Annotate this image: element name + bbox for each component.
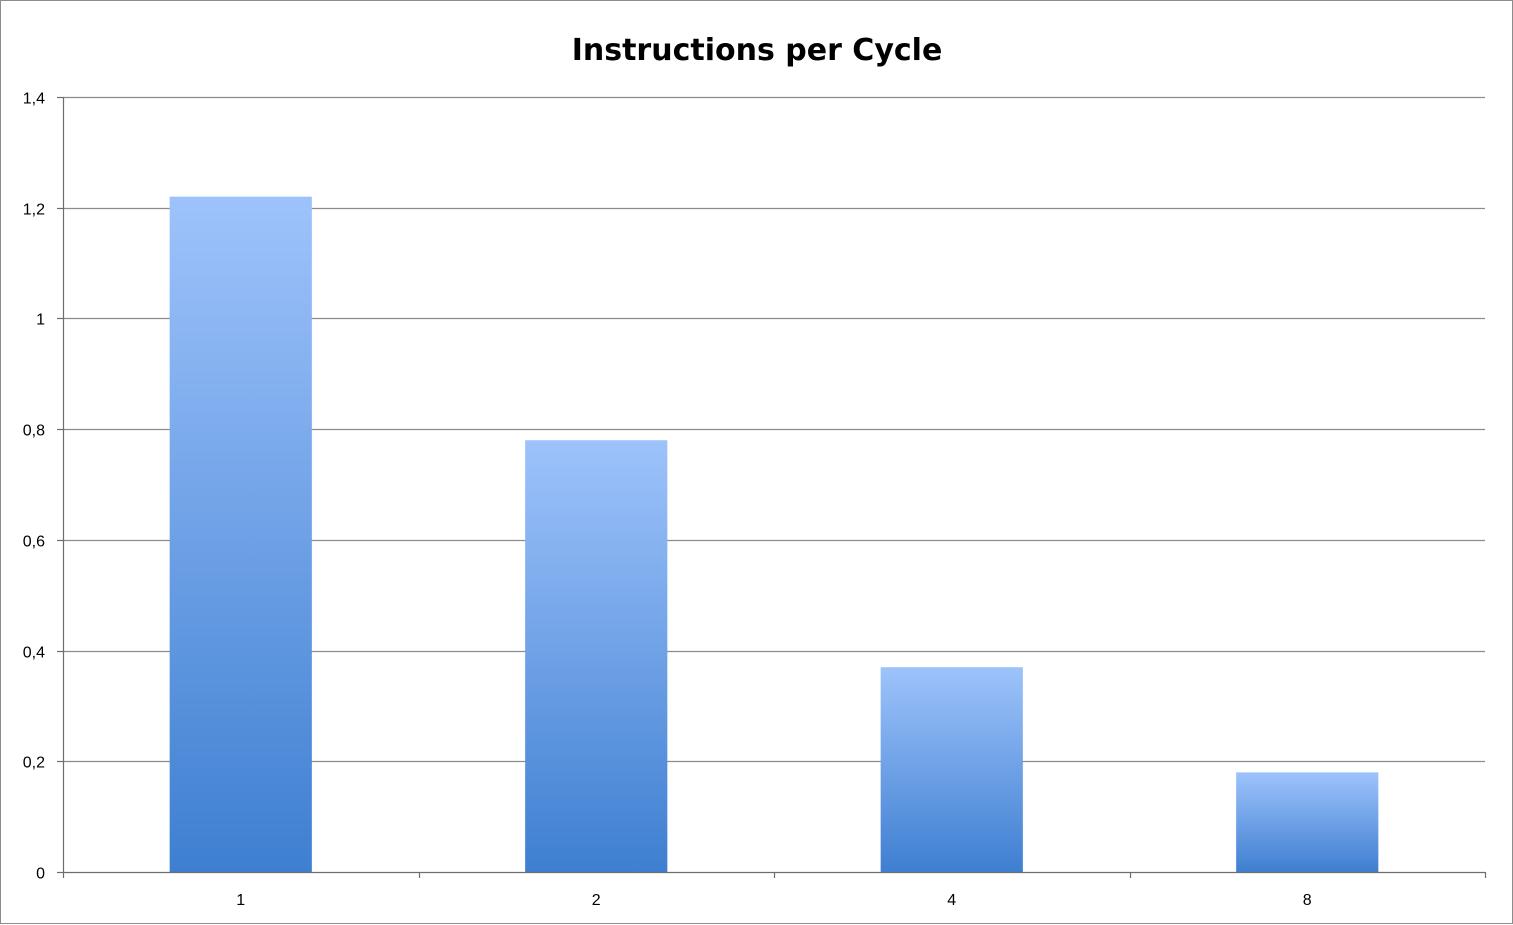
x-tick-label: 8 — [1303, 892, 1312, 909]
bar-8 — [1236, 772, 1379, 872]
chart-title: Instructions per Cycle — [572, 33, 943, 68]
y-tick-label: 1 — [36, 312, 45, 329]
y-tick-label: 0,8 — [23, 423, 45, 440]
y-tick-label: 0,4 — [23, 645, 45, 662]
y-tick-label: 0 — [36, 866, 45, 883]
y-tick-label: 1,2 — [23, 202, 45, 219]
y-tick-label: 0,2 — [23, 755, 45, 772]
axis-layer — [57, 96, 1487, 878]
bar-2 — [525, 440, 668, 872]
x-tick-label: 4 — [947, 892, 956, 909]
bar-layer — [169, 196, 1379, 873]
y-tick-label: 0,6 — [23, 534, 45, 551]
x-tick-label: 2 — [592, 892, 601, 909]
y-tick-label: 1,4 — [23, 91, 45, 108]
bar-1 — [169, 196, 312, 873]
x-tick-label: 1 — [236, 892, 245, 909]
bar-4 — [880, 667, 1023, 872]
label-layer: 0 0,2 0,4 0,6 0,8 1 1,2 1,4 1 2 4 8 — [23, 91, 1312, 910]
